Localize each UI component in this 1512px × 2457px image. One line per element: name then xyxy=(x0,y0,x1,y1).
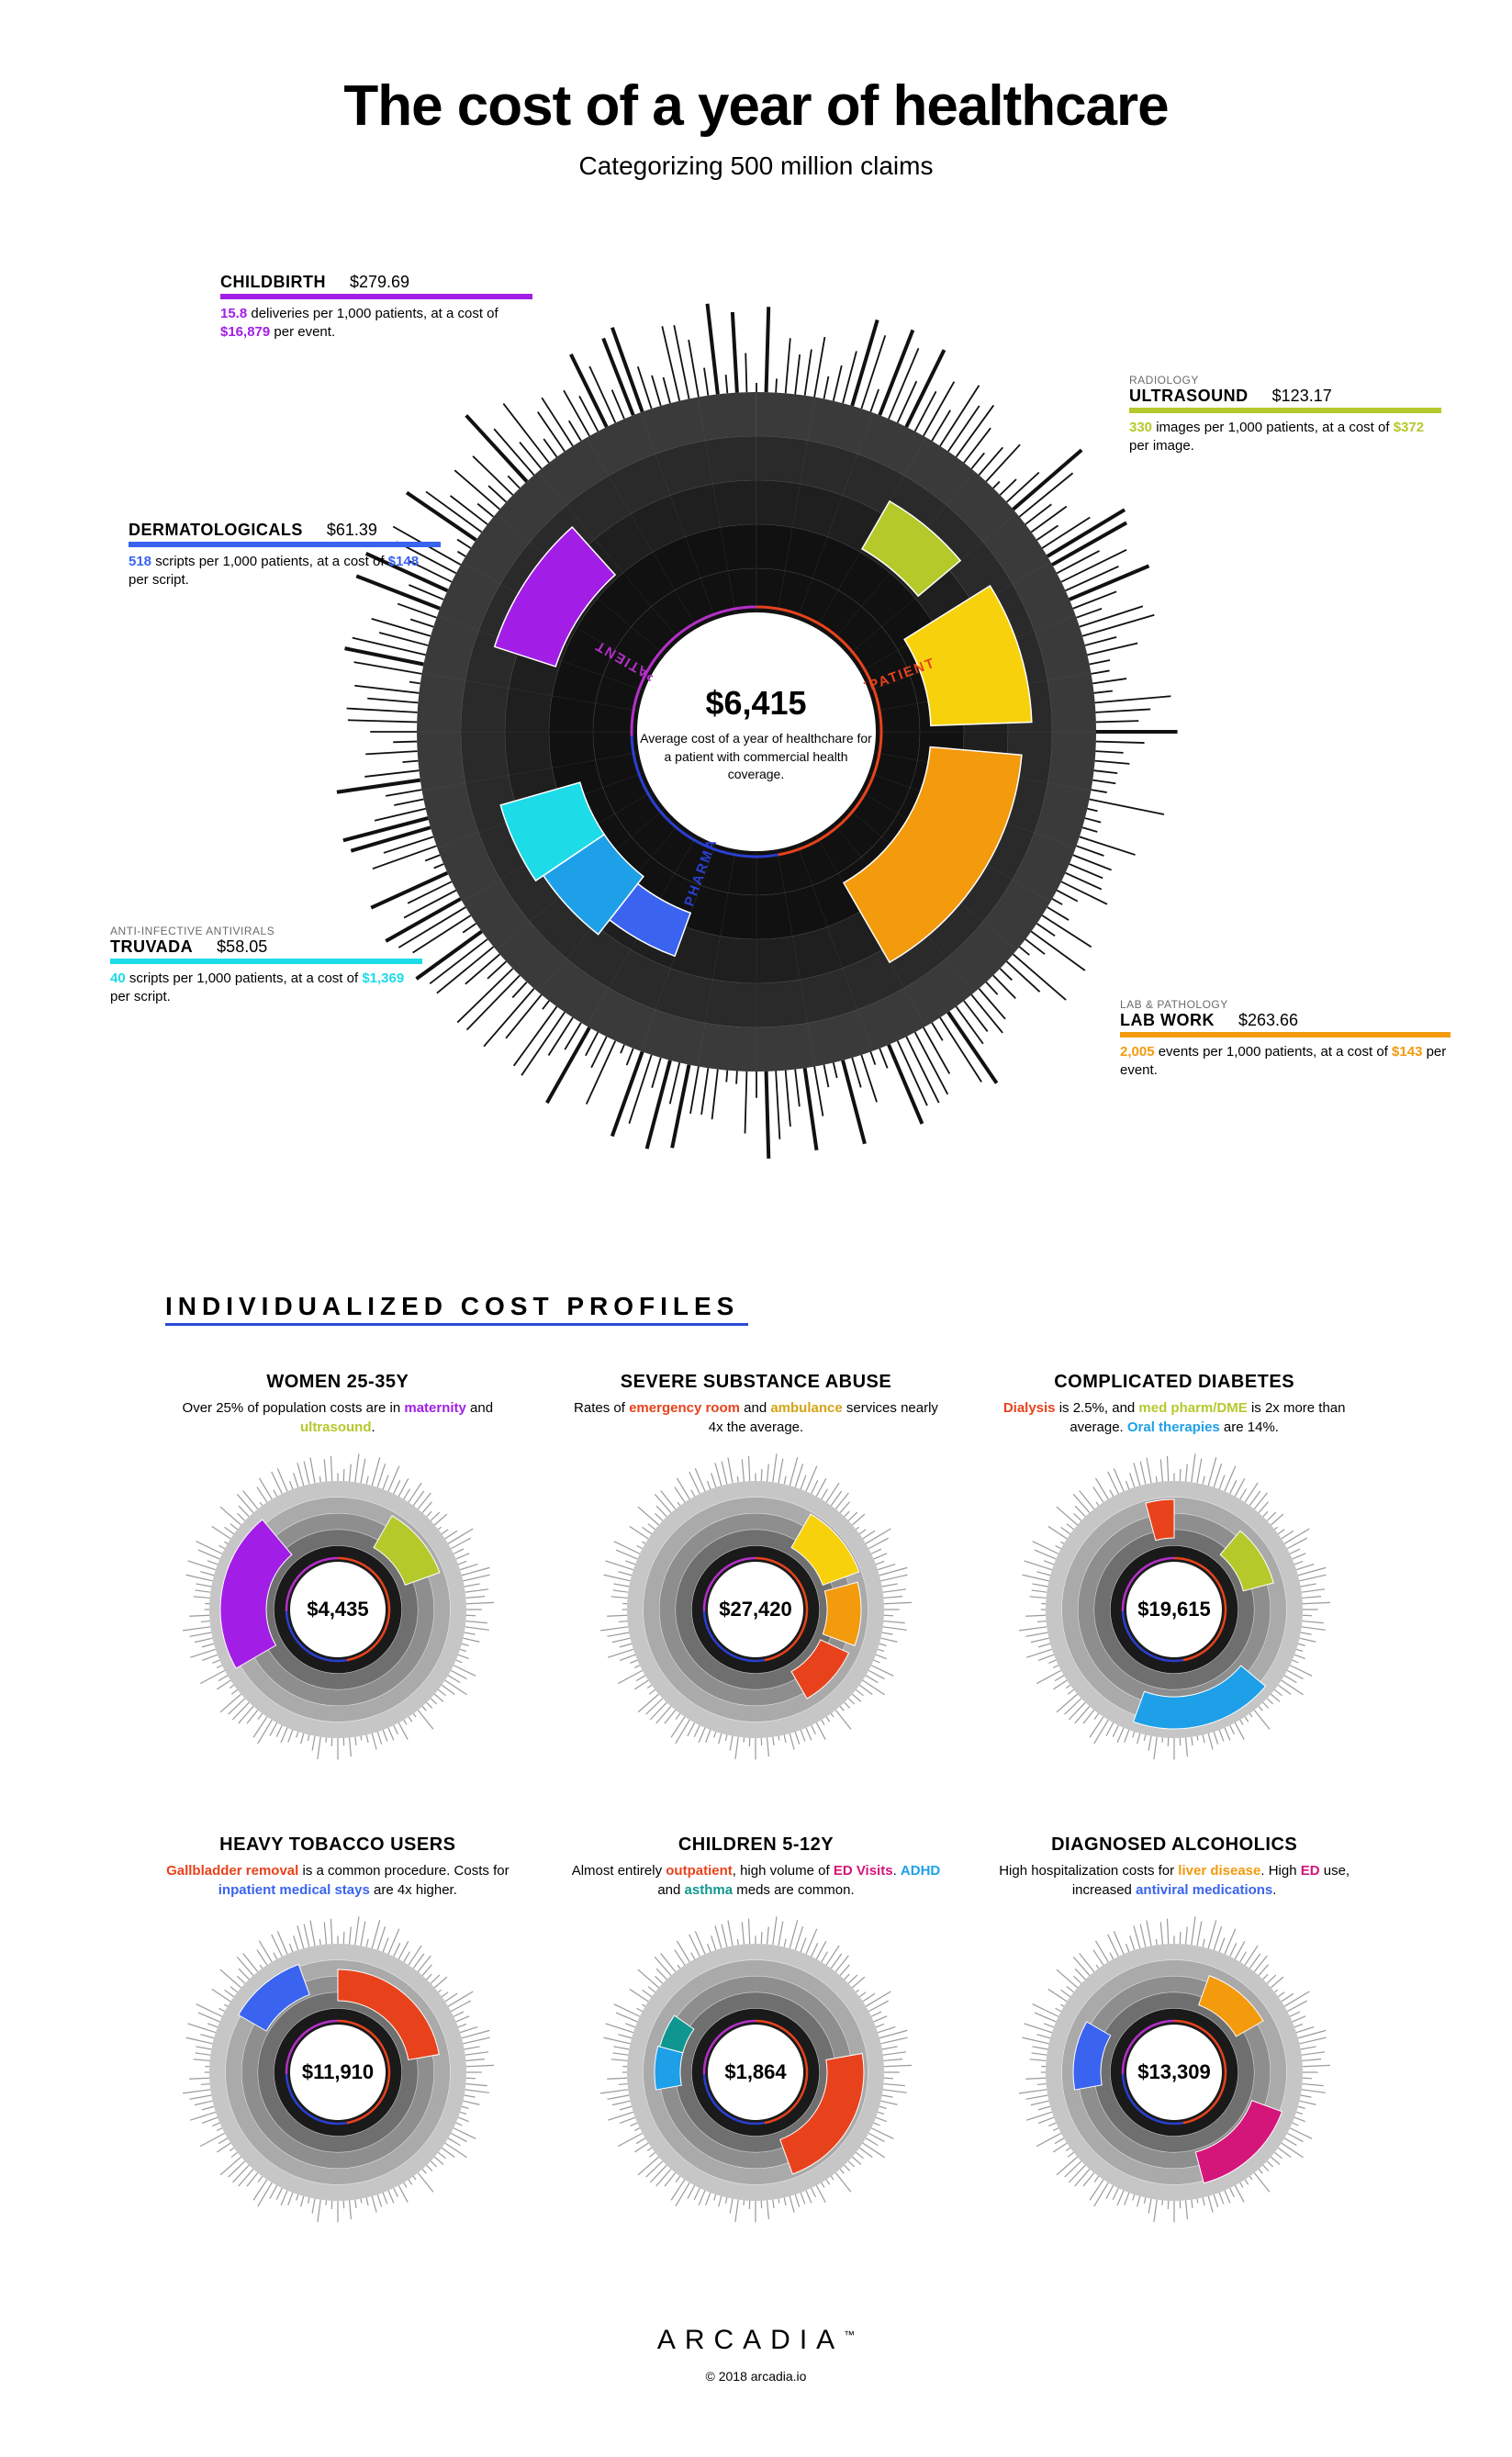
center-cost-value: $6,415 xyxy=(637,684,876,723)
profile-desc: Over 25% of population costs are in mate… xyxy=(147,1398,529,1437)
profile-card: WOMEN 25-35Y Over 25% of population cost… xyxy=(147,1372,529,1770)
profile-card: DIAGNOSED ALCOHOLICS High hospitalizatio… xyxy=(983,1834,1365,2233)
callout-childbirth: CHILDBIRTH$279.6915.8 deliveries per 1,0… xyxy=(220,273,532,342)
center-label: $6,415 Average cost of a year of healthc… xyxy=(637,684,876,784)
profile-card: CHILDREN 5-12Y Almost entirely outpatien… xyxy=(566,1834,947,2233)
callout-labwork: LAB & PATHOLOGYLAB WORK$263.662,005 even… xyxy=(1120,998,1450,1081)
callout-truvada: ANTI-INFECTIVE ANTIVIRALSTRUVADA$58.0540… xyxy=(110,925,422,1007)
svg-text:$11,910: $11,910 xyxy=(302,2060,374,2083)
profile-title: WOMEN 25-35Y xyxy=(147,1372,529,1393)
profile-chart: $19,615 xyxy=(1018,1453,1330,1766)
profiles-grid: WOMEN 25-35Y Over 25% of population cost… xyxy=(55,1372,1457,2233)
profile-chart: $13,309 xyxy=(1018,1916,1330,2228)
profile-title: CHILDREN 5-12Y xyxy=(566,1834,947,1856)
svg-text:$19,615: $19,615 xyxy=(1137,1598,1211,1621)
profile-title: DIAGNOSED ALCOHOLICS xyxy=(983,1834,1365,1856)
profile-chart: $4,435 xyxy=(182,1453,494,1766)
profile-desc: Rates of emergency room and ambulance se… xyxy=(566,1398,947,1437)
profile-desc: Almost entirely outpatient, high volume … xyxy=(566,1861,947,1900)
profile-desc: Gallbladder removal is a common procedur… xyxy=(147,1861,529,1900)
profile-chart: $1,864 xyxy=(599,1916,912,2228)
profile-card: HEAVY TOBACCO USERS Gallbladder removal … xyxy=(147,1834,529,2233)
callout-dermatologicals: DERMATOLOGICALS$61.39518 scripts per 1,0… xyxy=(129,521,441,590)
svg-text:$27,420: $27,420 xyxy=(720,1598,793,1621)
svg-text:$1,864: $1,864 xyxy=(725,2060,788,2083)
copyright: © 2018 arcadia.io xyxy=(55,2369,1457,2384)
profile-title: HEAVY TOBACCO USERS xyxy=(147,1834,529,1856)
profile-title: COMPLICATED DIABETES xyxy=(983,1372,1365,1393)
profile-desc: Dialysis is 2.5%, and med pharm/DME is 2… xyxy=(983,1398,1365,1437)
callout-ultrasound: RADIOLOGYULTRASOUND$123.17330 images per… xyxy=(1129,374,1441,456)
page-subtitle: Categorizing 500 million claims xyxy=(55,151,1457,181)
profile-chart: $27,420 xyxy=(599,1453,912,1766)
profile-desc: High hospitalization costs for liver dis… xyxy=(983,1861,1365,1900)
main-chart-area: INPATIENTOUTPATIENTPHARMACY $6,415 Avera… xyxy=(55,245,1457,1218)
profile-card: COMPLICATED DIABETES Dialysis is 2.5%, a… xyxy=(983,1372,1365,1770)
svg-text:$4,435: $4,435 xyxy=(307,1598,368,1621)
center-cost-desc: Average cost of a year of healthchare fo… xyxy=(637,730,876,784)
section-header: INDIVIDUALIZED COST PROFILES xyxy=(165,1292,748,1326)
page-title: The cost of a year of healthcare xyxy=(55,73,1457,139)
profile-chart: $11,910 xyxy=(182,1916,494,2228)
brand-logo: ARCADIA™ xyxy=(55,2325,1457,2356)
profile-title: SEVERE SUBSTANCE ABUSE xyxy=(566,1372,947,1393)
footer: ARCADIA™ © 2018 arcadia.io xyxy=(55,2325,1457,2384)
svg-text:$13,309: $13,309 xyxy=(1137,2060,1211,2083)
profile-card: SEVERE SUBSTANCE ABUSE Rates of emergenc… xyxy=(566,1372,947,1770)
